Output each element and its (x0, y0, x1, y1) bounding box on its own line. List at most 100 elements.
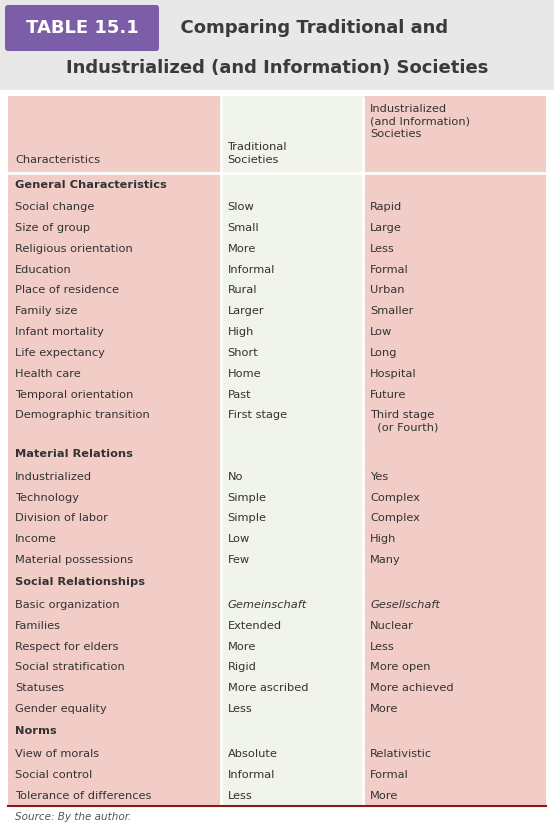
Bar (220, 785, 363, 806)
Text: TABLE 15.1: TABLE 15.1 (25, 19, 138, 37)
Text: Large: Large (370, 223, 402, 233)
Bar (363, 322, 546, 343)
Bar (220, 364, 363, 385)
Bar (363, 657, 546, 678)
Text: Future: Future (370, 390, 407, 400)
Bar (220, 322, 363, 343)
Bar (8, 594, 220, 615)
Bar (363, 238, 546, 259)
Bar (8, 217, 220, 238)
Bar (8, 173, 220, 196)
Bar (363, 280, 546, 301)
Text: More achieved: More achieved (370, 683, 454, 693)
Text: Gesellschaft: Gesellschaft (370, 600, 440, 610)
Bar (8, 657, 220, 678)
Text: Industrialized (and Information) Societies: Industrialized (and Information) Societi… (66, 59, 488, 77)
Bar (8, 785, 220, 806)
Bar (8, 743, 220, 764)
Text: Statuses: Statuses (15, 683, 64, 693)
Text: Relativistic: Relativistic (370, 749, 432, 759)
Bar (8, 678, 220, 699)
Bar (363, 785, 546, 806)
Bar (0, 0, 554, 90)
Bar (8, 280, 220, 301)
Text: Place of residence: Place of residence (15, 285, 119, 295)
Text: Absolute: Absolute (228, 749, 278, 759)
Text: More: More (228, 641, 256, 651)
Text: Smaller: Smaller (370, 306, 413, 316)
Text: Size of group: Size of group (15, 223, 90, 233)
Text: Respect for elders: Respect for elders (15, 641, 119, 651)
Bar (220, 280, 363, 301)
Bar (363, 217, 546, 238)
Text: Traditional
Societies: Traditional Societies (228, 142, 287, 165)
Text: Rigid: Rigid (228, 662, 257, 672)
Text: Extended: Extended (228, 621, 281, 630)
Text: Gender equality: Gender equality (15, 704, 107, 714)
Text: Low: Low (370, 327, 392, 337)
Bar (220, 96, 363, 173)
Text: Third stage
  (or Fourth): Third stage (or Fourth) (370, 410, 438, 432)
Text: Small: Small (228, 223, 259, 233)
Bar (220, 196, 363, 217)
Text: View of morals: View of morals (15, 749, 99, 759)
Bar (220, 549, 363, 570)
Bar (363, 699, 546, 720)
Text: High: High (370, 534, 397, 544)
Bar (220, 529, 363, 549)
Text: Less: Less (370, 641, 395, 651)
Bar (8, 322, 220, 343)
Bar (363, 487, 546, 508)
Text: Social Relationships: Social Relationships (15, 578, 145, 588)
Bar (8, 442, 220, 466)
Text: Material possessions: Material possessions (15, 555, 133, 565)
Bar (8, 487, 220, 508)
Text: Characteristics: Characteristics (15, 155, 100, 165)
Bar (363, 720, 546, 743)
Text: Life expectancy: Life expectancy (15, 348, 105, 358)
Bar (363, 615, 546, 636)
Text: Norms: Norms (15, 726, 57, 737)
Text: Rapid: Rapid (370, 202, 402, 212)
Bar (220, 594, 363, 615)
Bar (8, 570, 220, 594)
Bar (363, 405, 546, 442)
Bar (8, 238, 220, 259)
Text: Social control: Social control (15, 770, 93, 780)
Text: Larger: Larger (228, 306, 264, 316)
Bar (8, 508, 220, 529)
Text: Social stratification: Social stratification (15, 662, 125, 672)
Bar (220, 238, 363, 259)
Bar (363, 743, 546, 764)
Bar (8, 96, 220, 173)
Text: Slow: Slow (228, 202, 254, 212)
Bar (220, 301, 363, 322)
Bar (220, 442, 363, 466)
Text: General Characteristics: General Characteristics (15, 180, 167, 190)
Bar (220, 405, 363, 442)
Text: Simple: Simple (228, 492, 266, 502)
Text: Urban: Urban (370, 285, 404, 295)
Text: Family size: Family size (15, 306, 78, 316)
Bar (220, 343, 363, 364)
Text: Less: Less (370, 244, 395, 254)
Bar (220, 678, 363, 699)
Bar (363, 594, 546, 615)
Bar (8, 615, 220, 636)
Text: Formal: Formal (370, 265, 409, 275)
Text: Complex: Complex (370, 492, 420, 502)
Bar (363, 466, 546, 487)
Bar (363, 529, 546, 549)
Text: Low: Low (228, 534, 250, 544)
Text: More ascribed: More ascribed (228, 683, 308, 693)
Text: More open: More open (370, 662, 430, 672)
Bar (363, 301, 546, 322)
Text: Few: Few (228, 555, 250, 565)
Bar (220, 636, 363, 657)
Bar (8, 699, 220, 720)
Bar (220, 173, 363, 196)
Text: Material Relations: Material Relations (15, 449, 133, 459)
Bar (8, 405, 220, 442)
Bar (220, 217, 363, 238)
Text: Home: Home (228, 369, 261, 379)
